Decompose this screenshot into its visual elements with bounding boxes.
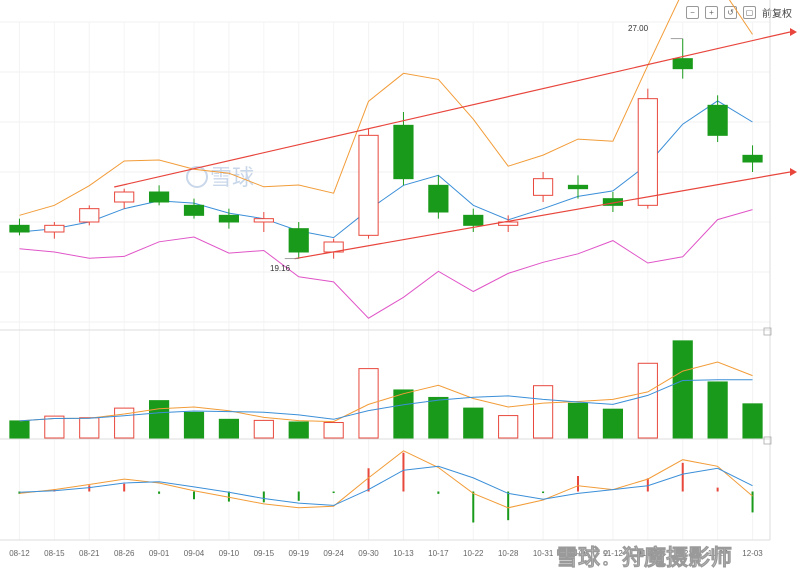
volume-bar xyxy=(323,422,344,439)
volume-ma-line xyxy=(19,379,753,422)
panel-close-icon[interactable] xyxy=(763,327,772,336)
zoom-in-icon[interactable]: + xyxy=(705,5,718,19)
x-tick-label: 10-31 xyxy=(533,549,554,558)
candle-body xyxy=(428,184,449,213)
x-tick-label: 09-15 xyxy=(254,549,275,558)
candle-body xyxy=(707,104,728,136)
volume-bar xyxy=(288,421,309,439)
candle-body xyxy=(218,214,240,223)
upper-band-line xyxy=(19,0,753,216)
candle-body xyxy=(637,98,658,206)
candle-body xyxy=(288,228,309,253)
x-tick-label: 09-10 xyxy=(219,549,240,558)
x-tick-label: 09-24 xyxy=(323,549,344,558)
volume-bar xyxy=(463,407,484,439)
candle-body xyxy=(9,224,30,233)
x-tick-label: 11-21 xyxy=(673,549,693,558)
volume-bar xyxy=(602,408,624,439)
candle-body xyxy=(358,134,379,236)
candle-body xyxy=(532,178,554,196)
snowball-logo-icon xyxy=(186,166,208,188)
trend-channel xyxy=(114,28,797,260)
trend-arrow-icon xyxy=(790,28,797,36)
candle-body xyxy=(148,191,170,203)
volume-bar xyxy=(567,402,589,439)
volume-bars xyxy=(9,340,763,439)
x-tick-label: 08-15 xyxy=(44,549,65,558)
x-tick-label: 08-12 xyxy=(9,549,30,558)
volume-bar xyxy=(183,411,205,439)
candle-body xyxy=(672,58,693,70)
volume-ma-line xyxy=(19,361,753,423)
volume-bar xyxy=(253,419,274,439)
x-axis-ticks: 08-12 08-15 08-21 08-26 09-01 09-04 09-10 09-15… xyxy=(9,549,763,558)
macd-panel xyxy=(18,450,754,523)
candle-body xyxy=(79,208,100,223)
candlesticks xyxy=(9,38,763,259)
grid-lines xyxy=(0,21,770,540)
fullscreen-icon[interactable]: ▢ xyxy=(743,5,756,19)
volume-bar xyxy=(393,389,414,439)
x-tick-label: 09-19 xyxy=(288,549,309,558)
volume-bar xyxy=(428,396,449,439)
x-tick-label: 11-15 xyxy=(638,549,658,558)
volume-bar xyxy=(707,381,728,439)
panel-dividers xyxy=(0,0,771,541)
candle-body xyxy=(253,218,274,223)
volume-bar xyxy=(9,420,30,439)
x-tick-label: 08-21 xyxy=(79,549,100,558)
candle-body xyxy=(463,214,484,226)
x-tick-label: 12-03 xyxy=(742,549,763,558)
watermark-corner: 雪球：狩魔摄影师 xyxy=(556,545,732,571)
x-tick-label: 11-06 xyxy=(568,549,588,558)
candle-body xyxy=(567,184,589,190)
macd-dea-line xyxy=(19,465,753,506)
candle-body xyxy=(742,154,763,163)
volume-bar xyxy=(637,362,658,439)
chart-toolbar: − + ↺ ▢ 前复权 xyxy=(686,4,792,20)
x-tick-label: 10-28 xyxy=(498,549,519,558)
volume-bar xyxy=(148,400,170,439)
high-price-label: 27.00 xyxy=(628,24,649,33)
upper-trend-line xyxy=(114,31,791,188)
candle-body xyxy=(44,224,65,233)
x-tick-label: 11-12 xyxy=(603,549,623,558)
volume-bar xyxy=(672,340,693,439)
volume-bar xyxy=(742,403,763,439)
watermark-center: 雪球 xyxy=(210,166,254,191)
candle-body xyxy=(114,191,135,203)
bollinger-lines xyxy=(19,0,753,319)
candle-body xyxy=(393,124,414,180)
x-tick-label: 10-17 xyxy=(428,549,449,558)
volume-bar xyxy=(498,415,519,439)
candle-body xyxy=(183,204,205,216)
low-price-label: 19.16 xyxy=(270,264,291,273)
panel-close-icon[interactable] xyxy=(763,436,772,445)
lower-trend-line xyxy=(294,171,791,260)
volume-bar xyxy=(44,415,65,439)
volume-bar xyxy=(79,417,100,439)
volume-bar xyxy=(532,385,554,439)
x-tick-label: 09-04 xyxy=(184,549,205,558)
x-tick-label: 09-01 xyxy=(149,549,170,558)
trend-arrow-icon xyxy=(790,168,797,176)
reset-icon[interactable]: ↺ xyxy=(724,5,737,19)
lower-band-line xyxy=(19,209,753,319)
candle-body xyxy=(602,198,624,206)
zoom-out-icon[interactable]: − xyxy=(686,5,699,19)
middle-band-line xyxy=(19,100,753,239)
volume-bar xyxy=(358,368,379,439)
candle-body xyxy=(498,221,519,226)
macd-dif-line xyxy=(19,450,753,509)
adjust-mode-button[interactable]: 前复权 xyxy=(762,8,792,20)
volume-bar xyxy=(218,418,240,439)
x-tick-label: 10-13 xyxy=(393,549,414,558)
x-tick-label: 11-27 xyxy=(708,549,728,558)
x-tick-label: 08-26 xyxy=(114,549,135,558)
x-tick-label: 09-30 xyxy=(358,549,379,558)
x-tick-label: 10-22 xyxy=(463,549,484,558)
